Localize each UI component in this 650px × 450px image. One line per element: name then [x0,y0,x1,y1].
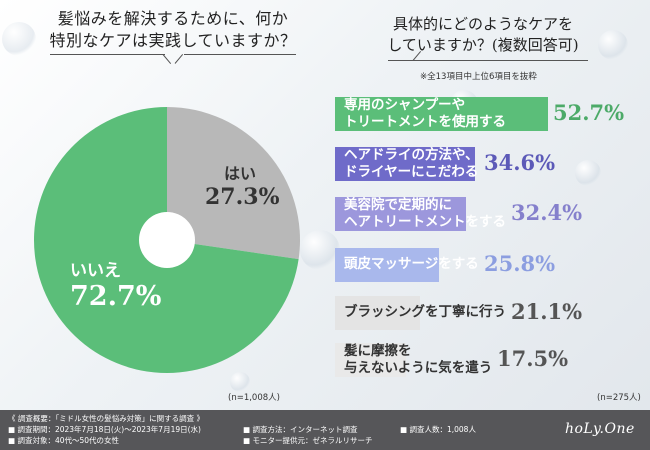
left-title-line: 髪悩みを解決するために、何か [57,9,289,28]
left-title-line: 特別なケアは実践していますか？ [49,31,297,50]
pie-label-yes-pct: 27.3% [205,184,280,210]
pie-label-yes: はい 27.3% [205,160,280,210]
bar-label-line: 頭皮マッサージをする [344,256,479,272]
bar-item: 美容院で定期的に ヘアトリートメントをする 32.4% [335,197,635,231]
bar-rect [335,197,466,231]
pie-sample-size: (n=1,008人) [228,393,280,403]
bar-value: 21.1% [511,299,583,324]
bar-sample-size: (n=275人) [597,393,641,403]
pie-chart [34,107,300,373]
bar-label-line: ブラッシングを丁寧に行う [344,304,506,320]
survey-footer: 《 調査概要：「ミドル女性の髪悩み対策」に関する調査 》 ■ 調査期間：2023… [0,410,650,450]
right-chart-title: 具体的にどのようなケアを していますか？(複数回答可) [378,14,588,56]
bar-value: 32.4% [511,200,583,225]
water-drop-decoration [230,372,250,392]
bar-item: ヘアドライの方法や、 ドライヤーにこだわる 34.6% [335,147,635,181]
bar-rect [335,296,420,330]
right-title-line: していますか？(複数回答可) [387,36,579,54]
water-drop-decoration [2,22,36,56]
survey-provider: ■ モニター提供元：ゼネラルリサーチ [243,436,373,445]
bar-item: ブラッシングを丁寧に行う 21.1% [335,296,635,330]
right-title-underline [388,60,588,61]
bar-value: 34.6% [484,150,556,175]
bar-label: 頭皮マッサージをする [344,256,479,273]
bar-value: 52.7% [553,100,625,125]
bar-rect [335,147,475,181]
bar-label: ブラッシングを丁寧に行う [344,304,506,321]
pie-label-no-pct: 72.7% [70,281,162,312]
pie-label-no: いいえ 72.7% [70,256,161,312]
survey-period: ■ 調査期間：2023年7月18日(火)～2023年7月19日(水) [8,425,201,434]
bar-label-line: 美容院で定期的に [344,197,452,213]
survey-method: ■ 調査方法：インターネット調査 [243,425,358,434]
bar-label-line: 髪に摩擦を [344,343,412,359]
pie-slice-yes [167,107,300,260]
bar-label: ヘアドライの方法や、 ドライヤーにこだわる [344,147,479,181]
top-items-note: ※全13項目中上位6項目を抜粋 [420,72,537,82]
survey-count: ■ 調査人数：1,008人 [400,425,476,434]
bar-label-line: 与えないように気を遣う [344,360,493,376]
bar-label: 専用のシャンプーや トリートメントを使用する [344,97,506,131]
bar-rect [335,97,548,131]
bar-item: 髪に摩擦を 与えないように気を遣う 17.5% [335,343,635,377]
left-chart-title: 髪悩みを解決するために、何か 特別なケアは実践していますか？ [48,8,298,52]
bar-label-line: ヘアトリートメントをする [344,214,506,230]
bar-label-line: 専用のシャンプーや [344,97,466,113]
pie-center-hole [139,212,195,268]
bar-label: 美容院で定期的に ヘアトリートメントをする [344,197,506,231]
water-drop-decoration [575,160,601,186]
bar-value: 17.5% [497,346,569,371]
survey-target: ■ 調査対象：40代～50代の女性 [8,436,120,445]
left-title-underline [50,54,165,55]
bar-rect [335,343,406,377]
bar-item: 頭皮マッサージをする 25.8% [335,248,635,282]
water-drop-decoration [300,230,340,270]
bar-value: 25.8% [484,251,556,276]
right-title-line: 具体的にどのようなケアを [392,15,573,33]
bar-label-line: ドライヤーにこだわる [344,164,479,180]
bar-label-line: トリートメントを使用する [344,114,506,130]
left-title-underline [184,54,296,55]
bar-rect [335,248,439,282]
pie-label-no-text: いいえ [70,261,121,281]
survey-heading: 《 調査概要：「ミドル女性の髪悩み対策」に関する調査 》 [8,414,205,423]
bar-label: 髪に摩擦を 与えないように気を遣う [344,343,492,377]
pie-label-yes-text: はい [223,164,256,183]
bar-label-line: ヘアドライの方法や、 [344,147,479,163]
water-drop-decoration [598,30,628,60]
bar-item: 専用のシャンプーや トリートメントを使用する 52.7% [335,97,635,131]
brand-logo: hoLy.One [565,421,635,437]
